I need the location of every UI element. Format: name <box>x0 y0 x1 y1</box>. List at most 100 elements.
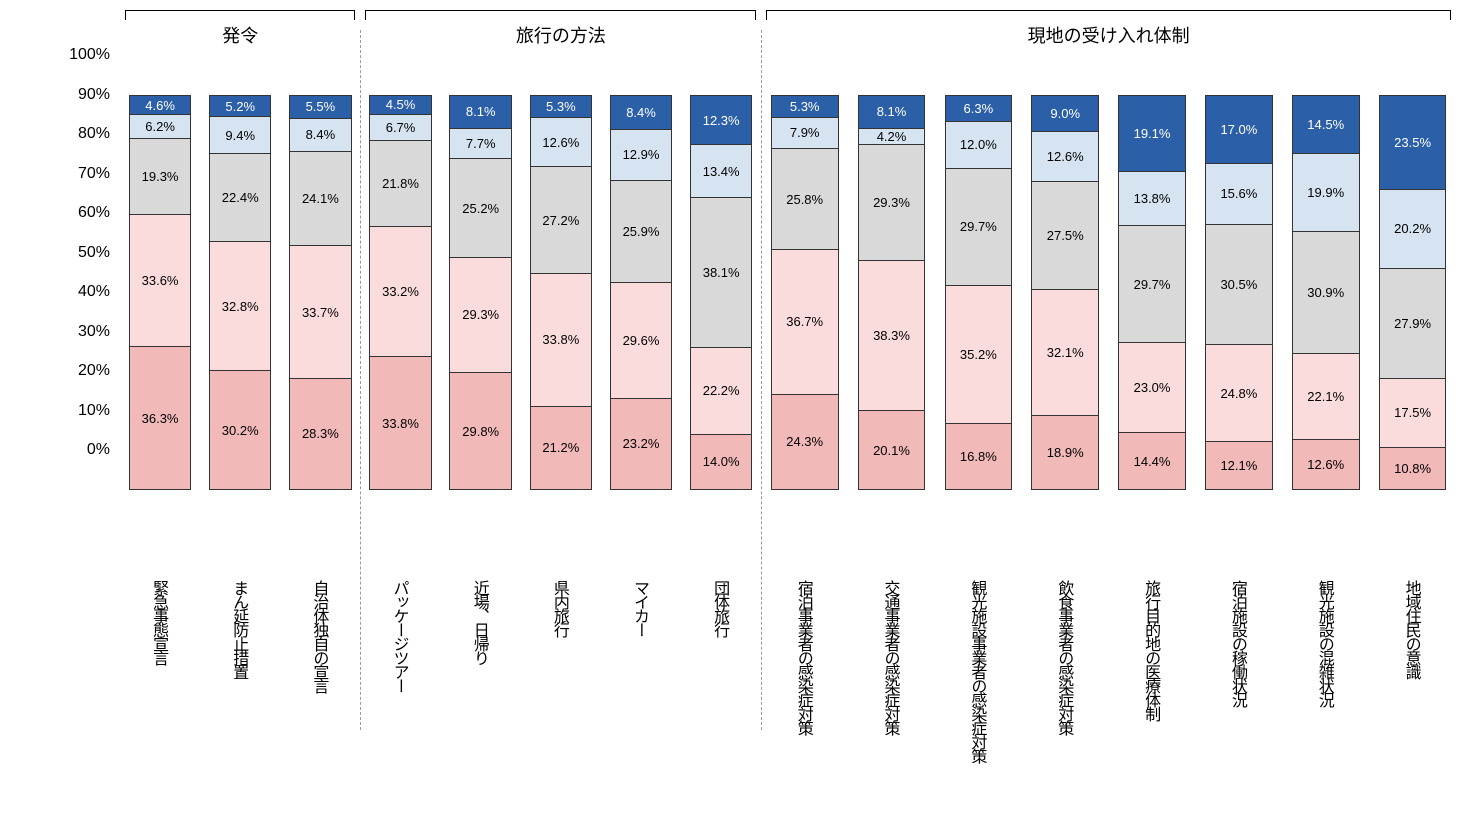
segment-value-label: 33.8% <box>382 416 419 431</box>
segment-value-label: 29.7% <box>960 219 997 234</box>
bar-segment: 33.7% <box>290 245 351 377</box>
segment-value-label: 16.8% <box>960 449 997 464</box>
bar-segment: 19.3% <box>130 138 191 214</box>
bar-segment: 5.3% <box>531 96 592 117</box>
bar-segment: 29.7% <box>1119 225 1185 342</box>
bar-segment: 5.5% <box>290 96 351 118</box>
bar-segment: 30.2% <box>210 370 271 489</box>
bar-segment: 14.4% <box>1119 432 1185 489</box>
bar-segment: 6.3% <box>946 96 1012 121</box>
segment-value-label: 28.3% <box>302 426 339 441</box>
bar-segment: 36.7% <box>772 249 838 393</box>
segment-value-label: 5.5% <box>306 99 336 114</box>
segment-value-label: 10.8% <box>1394 461 1431 476</box>
segment-value-label: 25.8% <box>786 192 823 207</box>
segment-value-label: 22.4% <box>222 190 259 205</box>
bar-segment: 29.7% <box>946 168 1012 285</box>
bar-column: 14.0%22.2%38.1%13.4%12.3%団体旅行 <box>681 95 761 490</box>
bar-segment: 12.6% <box>1293 439 1359 489</box>
group-divider <box>761 30 762 730</box>
bar-segment: 8.4% <box>290 118 351 151</box>
bar-column: 28.3%33.7%24.1%8.4%5.5%自治体独自の宣言 <box>280 95 360 490</box>
bar-segment: 14.5% <box>1293 96 1359 153</box>
segment-value-label: 36.7% <box>786 314 823 329</box>
bar-segment: 4.6% <box>130 96 191 114</box>
segment-value-label: 19.3% <box>142 169 179 184</box>
bar-segment: 12.6% <box>1032 131 1098 180</box>
category-label: 宿泊事業者の感染症対策 <box>795 580 815 820</box>
segment-value-label: 14.5% <box>1307 117 1344 132</box>
bar-segment: 7.7% <box>450 128 511 158</box>
bar-column: 12.6%22.1%30.9%19.9%14.5%観光施設の混雑状況 <box>1282 95 1369 490</box>
bar-segment: 18.9% <box>1032 415 1098 489</box>
segment-value-label: 33.8% <box>542 332 579 347</box>
bar-group: 旅行の方法33.8%33.2%21.8%6.7%4.5%パッケージツアー29.8… <box>360 10 761 490</box>
category-label: 団体旅行 <box>711 580 731 820</box>
bar-column: 12.1%24.8%30.5%15.6%17.0%宿泊施設の稼働状況 <box>1195 95 1282 490</box>
category-label: 地域住民の意識 <box>1403 580 1423 820</box>
segment-value-label: 9.0% <box>1050 106 1080 121</box>
group-title: 旅行の方法 <box>360 22 761 48</box>
group-header-bracket <box>766 10 1451 20</box>
bar-segment: 22.1% <box>1293 353 1359 440</box>
segment-value-label: 27.9% <box>1394 316 1431 331</box>
stacked-bar: 10.8%17.5%27.9%20.2%23.5% <box>1379 95 1447 490</box>
segment-value-label: 18.9% <box>1047 445 1084 460</box>
segment-value-label: 33.2% <box>382 284 419 299</box>
bar-segment: 19.9% <box>1293 153 1359 231</box>
bar-segment: 10.8% <box>1380 447 1446 489</box>
segment-value-label: 23.5% <box>1394 135 1431 150</box>
category-label: まん延防止措置 <box>230 580 250 820</box>
bars-row: 36.3%33.6%19.3%6.2%4.6%緊急事態宣言30.2%32.8%2… <box>120 55 360 490</box>
bar-segment: 16.8% <box>946 423 1012 489</box>
group-header-bracket <box>125 10 355 20</box>
segment-value-label: 15.6% <box>1220 186 1257 201</box>
category-label: 県内旅行 <box>551 580 571 820</box>
segment-value-label: 12.6% <box>1047 149 1084 164</box>
stacked-bar: 24.3%36.7%25.8%7.9%5.3% <box>771 95 839 490</box>
category-label: マイカー <box>631 580 651 820</box>
bar-segment: 9.4% <box>210 116 271 153</box>
bar-segment: 4.5% <box>370 96 431 114</box>
category-label: 飲食事業者の感染症対策 <box>1055 580 1075 820</box>
bar-segment: 14.0% <box>691 434 752 489</box>
bar-segment: 27.2% <box>531 166 592 273</box>
stacked-bar: 30.2%32.8%22.4%9.4%5.2% <box>209 95 272 490</box>
bar-segment: 13.8% <box>1119 171 1185 225</box>
segment-value-label: 24.3% <box>786 434 823 449</box>
bar-column: 30.2%32.8%22.4%9.4%5.2%まん延防止措置 <box>200 95 280 490</box>
bar-group: 発令36.3%33.6%19.3%6.2%4.6%緊急事態宣言30.2%32.8… <box>120 10 360 490</box>
bar-segment: 5.2% <box>210 96 271 116</box>
stacked-bar: 12.6%22.1% 30.9% 19.9% 14.5% <box>1292 95 1360 490</box>
bar-segment: 22.4% <box>210 153 271 241</box>
bar-segment: 12.6% <box>531 117 592 166</box>
segment-value-label: 21.2% <box>542 440 579 455</box>
stacked-bar: 16.8%35.2%29.7%12.0%6.3% <box>945 95 1013 490</box>
bar-segment: 30.5% <box>1206 224 1272 344</box>
segment-value-label: 29.3% <box>462 307 499 322</box>
bar-segment: 25.8% <box>772 148 838 249</box>
segment-value-label: 24.8% <box>1220 386 1257 401</box>
bar-segment: 33.6% <box>130 214 191 346</box>
bar-segment: 33.8% <box>531 273 592 406</box>
bar-column: 20.1%38.3%29.3%4.2%8.1%交通事業者の感染症対策 <box>848 95 935 490</box>
bar-segment: 24.8% <box>1206 344 1272 441</box>
segment-value-label: 25.2% <box>462 201 499 216</box>
segment-value-label: 13.8% <box>1134 191 1171 206</box>
bar-segment: 25.9% <box>611 180 672 282</box>
segment-value-label: 29.3% <box>873 195 910 210</box>
bar-segment: 33.2% <box>370 226 431 356</box>
segment-value-label: 19.1% <box>1134 126 1171 141</box>
bar-segment: 21.2% <box>531 406 592 489</box>
bar-segment: 8.1% <box>450 96 511 128</box>
bar-column: 10.8%17.5%27.9%20.2%23.5%地域住民の意識 <box>1369 95 1456 490</box>
bar-segment: 24.1% <box>290 151 351 246</box>
segment-value-label: 8.4% <box>306 127 336 142</box>
segment-value-label: 38.3% <box>873 328 910 343</box>
bar-segment: 12.3% <box>691 96 752 144</box>
bar-column: 24.3%36.7%25.8%7.9%5.3%宿泊事業者の感染症対策 <box>761 95 848 490</box>
segment-value-label: 14.0% <box>703 454 740 469</box>
bar-segment: 20.1% <box>859 410 925 489</box>
segment-value-label: 30.9% <box>1307 285 1344 300</box>
bar-segment: 17.5% <box>1380 378 1446 447</box>
